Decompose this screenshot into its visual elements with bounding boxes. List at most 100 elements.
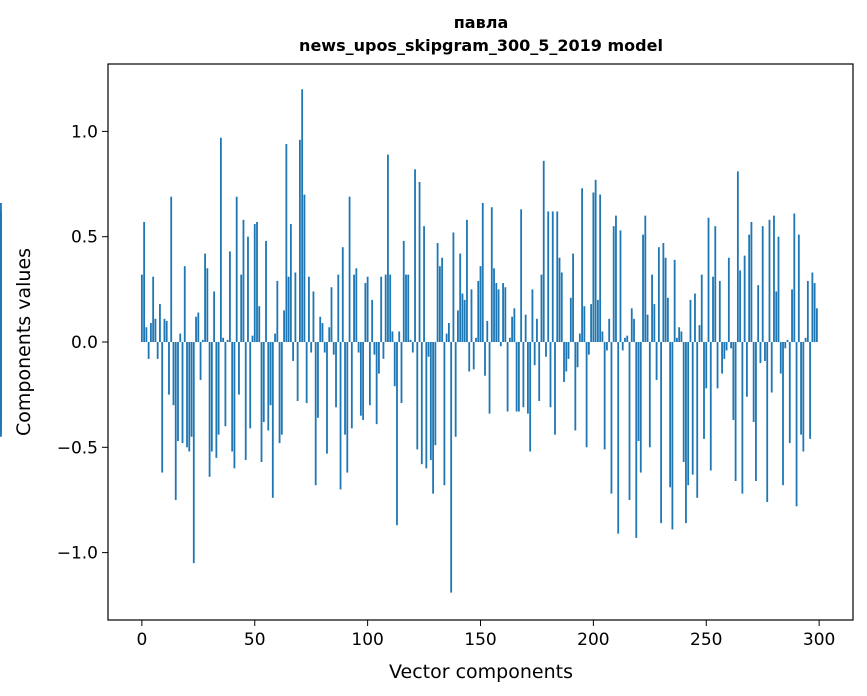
- bar: [520, 209, 523, 342]
- bar: [648, 342, 651, 448]
- bar: [536, 318, 538, 342]
- bar: [475, 337, 477, 342]
- bar: [718, 280, 721, 342]
- bar: [434, 342, 437, 446]
- bar: [736, 171, 739, 342]
- bar: [265, 240, 267, 342]
- bar: [504, 287, 507, 342]
- bar: [298, 139, 301, 342]
- bar: [811, 272, 814, 342]
- bar: [741, 342, 744, 494]
- bar: [217, 342, 220, 435]
- bar: [619, 230, 622, 342]
- bar: [278, 342, 281, 444]
- bar: [490, 207, 493, 342]
- bar: [152, 276, 155, 342]
- bar: [168, 342, 170, 395]
- bar: [664, 257, 667, 342]
- bar: [581, 188, 583, 342]
- bar: [308, 276, 310, 342]
- bar: [655, 342, 658, 380]
- bar: [147, 342, 150, 359]
- bar: [569, 297, 572, 342]
- bar: [253, 224, 256, 342]
- bar: [359, 342, 362, 416]
- bar: [660, 342, 663, 524]
- bar: [470, 289, 473, 342]
- bar: [497, 289, 500, 342]
- bar: [296, 342, 299, 401]
- bar: [396, 342, 398, 526]
- bar: [703, 342, 705, 439]
- bar: [201, 339, 204, 342]
- bar: [163, 318, 166, 342]
- bar: [768, 219, 771, 342]
- bar: [705, 342, 708, 389]
- chart-title-line1: павла: [454, 13, 509, 32]
- bar: [764, 342, 766, 361]
- bar: [407, 274, 410, 342]
- bar: [276, 280, 279, 342]
- bar: [472, 342, 475, 370]
- bar: [140, 274, 143, 342]
- bar: [177, 342, 179, 441]
- bar: [572, 253, 574, 342]
- bar: [231, 342, 234, 452]
- bar: [468, 342, 471, 372]
- bar: [450, 342, 453, 593]
- bar: [199, 342, 202, 380]
- bar: [452, 232, 455, 342]
- bar: [438, 266, 441, 342]
- bar: [775, 291, 778, 342]
- bar: [274, 333, 276, 342]
- bar: [795, 342, 798, 507]
- bar: [425, 342, 428, 469]
- bar: [745, 342, 748, 397]
- bar: [294, 272, 297, 342]
- bar: [224, 342, 227, 427]
- bar: [777, 236, 780, 342]
- bar: [558, 257, 561, 342]
- bar: [671, 342, 674, 530]
- bar: [624, 337, 626, 342]
- bar: [0, 243, 2, 342]
- bar: [517, 342, 520, 412]
- bar: [256, 221, 258, 342]
- plot-frame: [107, 63, 854, 621]
- bar: [560, 272, 563, 342]
- bar: [506, 342, 509, 412]
- bar: [210, 342, 213, 452]
- bar: [271, 342, 274, 498]
- bar: [739, 270, 742, 342]
- bar: [323, 342, 326, 353]
- bar: [159, 304, 161, 342]
- bar: [527, 342, 529, 414]
- bar: [793, 213, 796, 342]
- bar: [436, 243, 439, 342]
- bar: [479, 266, 482, 342]
- bar: [149, 323, 152, 342]
- bar: [174, 342, 177, 500]
- bar: [608, 318, 611, 342]
- bar: [186, 342, 188, 448]
- bar: [802, 342, 805, 452]
- bar: [375, 342, 378, 425]
- bar: [486, 320, 489, 342]
- bar: [644, 215, 647, 342]
- y-tick-label: −1.0: [57, 544, 98, 564]
- bar: [459, 253, 462, 342]
- bar: [145, 327, 148, 342]
- x-tick-label: 0: [136, 630, 147, 650]
- bar: [714, 226, 717, 342]
- bar: [350, 342, 353, 429]
- bar: [303, 194, 306, 342]
- bar: [678, 327, 681, 342]
- bar: [441, 257, 444, 342]
- bar: [563, 342, 565, 383]
- bar: [384, 274, 387, 342]
- bar: [389, 274, 392, 342]
- bar: [192, 342, 195, 564]
- bar: [466, 219, 468, 342]
- bar: [594, 179, 597, 342]
- bar: [804, 337, 807, 342]
